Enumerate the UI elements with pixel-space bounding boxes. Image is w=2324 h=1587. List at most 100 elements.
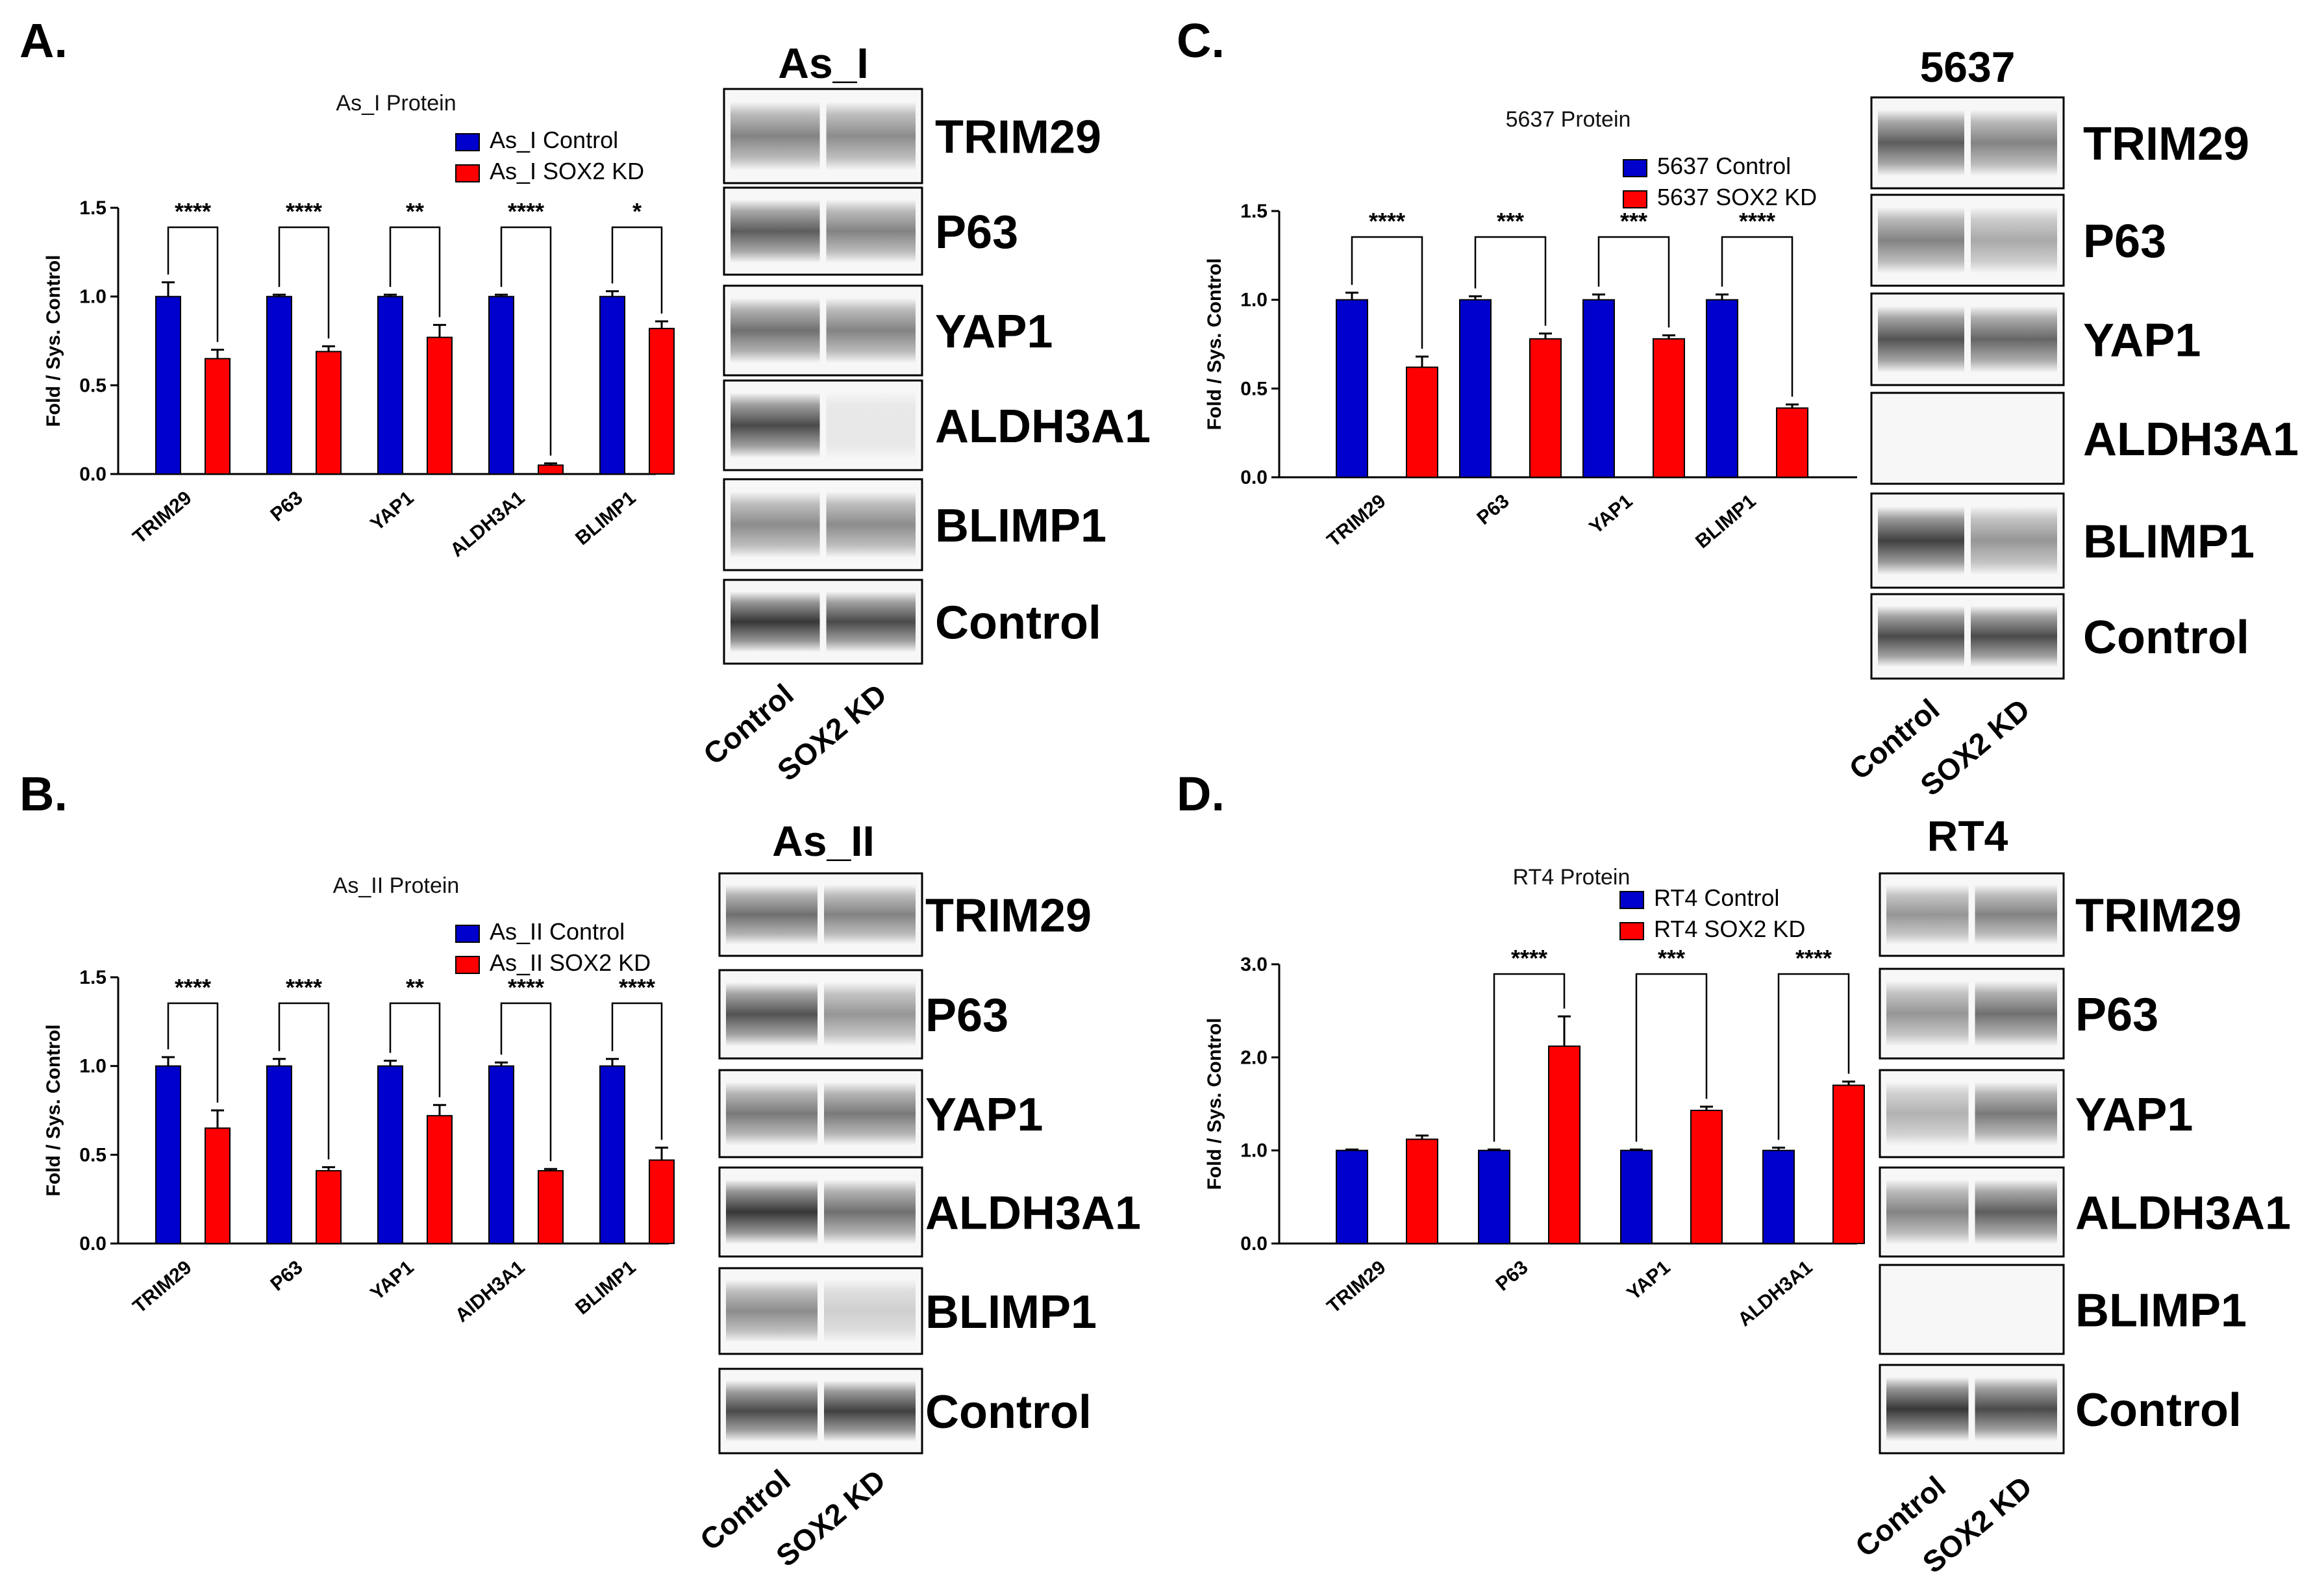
y-tick-label: 2.0 [1240, 1047, 1268, 1068]
blot-control: Control [718, 1368, 1092, 1455]
blot-label: YAP1 [935, 306, 1053, 358]
significance-bracket [389, 1002, 441, 1097]
blot-label: YAP1 [925, 1089, 1043, 1141]
bar-kd [205, 358, 231, 475]
significance-label: **** [508, 198, 544, 225]
blot-title: RT4 [1927, 812, 2008, 860]
y-tick-label: 0.5 [79, 1144, 106, 1166]
significance-label: *** [1658, 945, 1685, 971]
band-kd [824, 1280, 916, 1342]
blot-trim29: TRIM29 [1879, 872, 2242, 957]
blot-label: Control [925, 1386, 1092, 1438]
band-kd [1975, 1377, 2057, 1441]
blot-label: P63 [2075, 989, 2158, 1041]
y-tick-label: 1.5 [79, 197, 106, 219]
panel-letter: D. [1177, 767, 1225, 821]
significance-bracket [1777, 973, 1850, 1140]
bar-kd [1832, 1084, 1865, 1245]
band-kd [826, 102, 916, 170]
significance-bracket [611, 1002, 663, 1140]
band-control [1878, 606, 1964, 667]
band-control [731, 298, 820, 363]
blot-title: 5637 [1920, 43, 2016, 91]
significance-label: ** [406, 198, 424, 225]
bar-control [377, 295, 403, 475]
category-label: YAP1 [1623, 1256, 1674, 1305]
significance-label: *** [1497, 208, 1524, 234]
significance-bracket [1493, 973, 1566, 1142]
legend-label: As_II Control [490, 918, 625, 945]
category-label: AlDH3A1 [451, 1256, 529, 1327]
band-kd [824, 1180, 916, 1244]
bar-control [266, 295, 292, 475]
y-tick-label: 1.0 [79, 286, 106, 308]
significance-label: **** [619, 974, 655, 1001]
bar-control [377, 1065, 403, 1244]
band-control [1878, 506, 1964, 575]
bar-kd [538, 464, 564, 475]
category-label: P63 [1492, 1256, 1532, 1295]
blot-blimp1: BLIMP1 [723, 478, 1106, 571]
significance-bracket [1474, 236, 1547, 326]
category-label: TRIM29 [1323, 1256, 1390, 1318]
legend-label: RT4 SOX2 KD [1654, 916, 1805, 942]
blot-label: TRIM29 [2083, 118, 2249, 170]
y-tick-label: 1.0 [79, 1056, 106, 1077]
blot-frame [1879, 1264, 2065, 1355]
legend-swatch [1623, 159, 1647, 177]
chart-title: As_I Protein [336, 91, 456, 116]
y-tick-label: 0.0 [79, 464, 106, 485]
blot-label: Control [2083, 612, 2249, 664]
band-control [1886, 981, 1969, 1046]
blot-label: ALDH3A1 [925, 1188, 1141, 1240]
significance-bracket [278, 1002, 330, 1160]
band-kd [1971, 110, 2057, 176]
significance-label: **** [1739, 208, 1775, 234]
significance-label: **** [175, 974, 211, 1001]
blot-blimp1: BLIMP1 [1879, 1264, 2247, 1355]
band-kd [826, 298, 916, 363]
band-control [731, 102, 820, 170]
band-control [1886, 884, 1969, 945]
blot-control: Control [1870, 593, 2249, 680]
bar-kd [538, 1169, 564, 1245]
y-tick-label: 1.5 [79, 967, 106, 988]
band-kd [1975, 884, 2057, 945]
band-control [731, 199, 820, 263]
legend-label: As_II SOX2 KD [490, 949, 651, 976]
legend-swatch [1619, 922, 1644, 940]
band-kd [824, 1381, 916, 1442]
band-control [731, 393, 820, 458]
band-kd [826, 592, 916, 652]
significance-bracket [500, 1002, 552, 1162]
significance-label: *** [1620, 208, 1647, 234]
significance-bracket [1597, 236, 1670, 328]
significance-bracket [1635, 973, 1708, 1142]
significance-label: * [632, 198, 642, 225]
blot-label: Control [2075, 1384, 2242, 1436]
band-kd [824, 884, 916, 945]
band-control [726, 884, 818, 945]
category-label: YAP1 [366, 1256, 418, 1305]
band-control [726, 1381, 818, 1442]
y-axis-label: Fold / Sys. Control [43, 1024, 64, 1196]
category-label: TRIM29 [129, 1256, 196, 1318]
panel-c: C. 5637 Protein 0.0 0.5 1.0 1.5 Fold / Sys. Co… [1177, 14, 2299, 802]
band-control [1878, 306, 1964, 373]
y-tick-label: 1.5 [1240, 201, 1268, 222]
band-control [726, 1280, 818, 1342]
blot-trim29: TRIM29 [723, 88, 1101, 184]
panel-letter: C. [1177, 14, 1225, 68]
category-label: P63 [266, 1256, 306, 1295]
significance-label: **** [286, 198, 322, 225]
blot-label: BLIMP1 [925, 1286, 1097, 1338]
blot-yap1: YAP1 [1879, 1069, 2193, 1158]
significance-bracket [1351, 236, 1423, 349]
band-kd [1975, 981, 2057, 1046]
blot-aldh3a1: ALDH3A1 [1870, 392, 2299, 485]
significance-label: **** [286, 974, 322, 1001]
bar-control [1478, 1149, 1510, 1244]
chart-title: As_II Protein [333, 873, 460, 898]
category-label: TRIM29 [1323, 490, 1390, 551]
bar-kd [427, 1115, 453, 1244]
